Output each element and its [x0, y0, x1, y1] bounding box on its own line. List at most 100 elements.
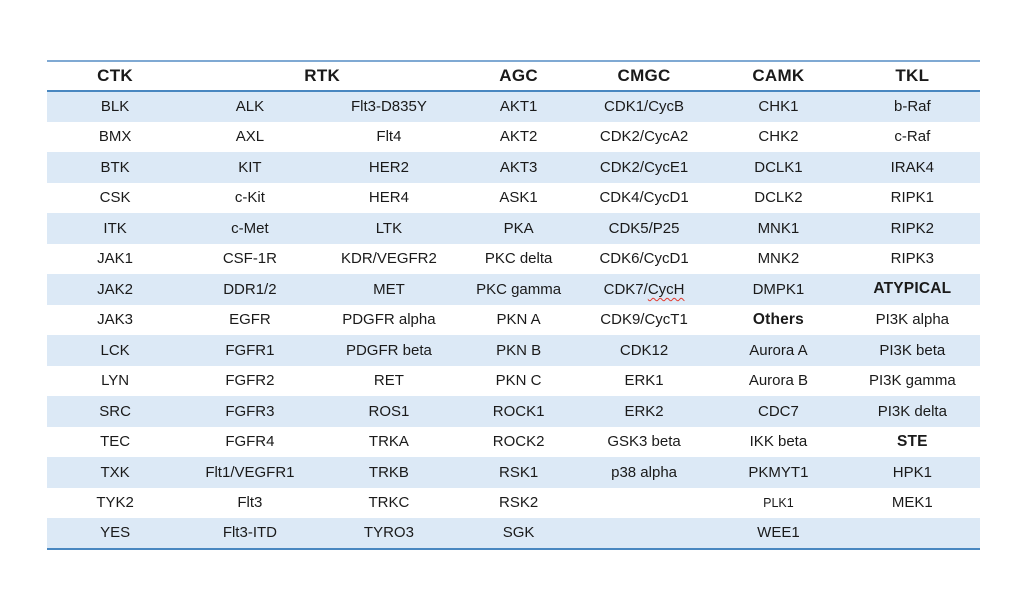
table-row: LYN FGFR2 RET PKN C ERK1 Aurora B PI3K gamma	[47, 365, 980, 396]
kinase-cell: CDK1/CycB	[575, 91, 713, 122]
kinase-cell	[844, 518, 980, 549]
kinase-cell: ASK1	[461, 182, 576, 213]
kinase-cell: Aurora B	[712, 365, 845, 396]
kinase-cell: ATYPICAL	[844, 274, 980, 305]
table-row: BMX AXL Flt4 AKT2 CDK2/CycA2 CHK2 c-Raf	[47, 121, 980, 152]
kinase-cell: IRAK4	[844, 152, 980, 183]
kinase-cell: BLK	[47, 91, 184, 122]
kinase-cell: CDK6/CycD1	[575, 243, 713, 274]
kinase-cell	[575, 487, 713, 518]
kinase-cell: MNK2	[712, 243, 845, 274]
kinase-cell: Aurora A	[712, 335, 845, 366]
kinase-cell: AKT3	[461, 152, 576, 183]
column-header-agc: AGC	[461, 61, 576, 91]
kinase-cell: FGFR1	[183, 335, 317, 366]
kinase-cell: PI3K beta	[844, 335, 980, 366]
kinase-cell: AXL	[183, 121, 317, 152]
kinase-cell: JAK2	[47, 274, 184, 305]
kinase-cell: b-Raf	[844, 91, 980, 122]
table-row: TXK Flt1/VEGFR1 TRKB RSK1 p38 alpha PKMYT1 HPK…	[47, 457, 980, 488]
column-header-ctk: CTK	[47, 61, 184, 91]
kinase-cell: KIT	[183, 152, 317, 183]
kinase-cell: TYK2	[47, 487, 184, 518]
table-row: YES Flt3-ITD TYRO3 SGK WEE1	[47, 518, 980, 549]
kinase-cell: JAK1	[47, 243, 184, 274]
kinase-cell: TRKC	[316, 487, 462, 518]
kinase-cell: RSK2	[461, 487, 576, 518]
kinase-cell: CDK2/CycA2	[575, 121, 713, 152]
kinase-cell: SRC	[47, 396, 184, 427]
kinase-cell: CDC7	[712, 396, 845, 427]
kinase-cell: CSK	[47, 182, 184, 213]
kinase-cell: CDK4/CycD1	[575, 182, 713, 213]
kinase-cell: CDK9/CycT1	[575, 304, 713, 335]
kinase-cell: MET	[316, 274, 462, 305]
kinase-cell: PKC delta	[461, 243, 576, 274]
kinase-cell: Flt3-D835Y	[316, 91, 462, 122]
kinase-cell: ITK	[47, 213, 184, 244]
kinase-cell: Flt3	[183, 487, 317, 518]
kinase-cell	[575, 518, 713, 549]
table-row: JAK1 CSF-1R KDR/VEGFR2 PKC delta CDK6/CycD1 M…	[47, 243, 980, 274]
kinase-cell: PI3K delta	[844, 396, 980, 427]
kinase-cell: PI3K alpha	[844, 304, 980, 335]
column-header-cmgc: CMGC	[575, 61, 713, 91]
kinase-cell: AKT2	[461, 121, 576, 152]
kinase-cell: ROCK2	[461, 426, 576, 457]
kinase-cell: CDK5/P25	[575, 213, 713, 244]
kinase-cell: DCLK1	[712, 152, 845, 183]
kinase-cell: TYRO3	[316, 518, 462, 549]
header-row: CTK RTK AGC CMGC CAMK TKL	[47, 61, 980, 91]
kinase-cell: BTK	[47, 152, 184, 183]
table-body: BLK ALK Flt3-D835Y AKT1 CDK1/CycB CHK1 b-Raf BM…	[47, 91, 980, 549]
column-header-camk: CAMK	[712, 61, 845, 91]
kinase-cell: PI3K gamma	[844, 365, 980, 396]
kinase-cell: FGFR4	[183, 426, 317, 457]
kinase-cell: MNK1	[712, 213, 845, 244]
kinase-cell: ERK2	[575, 396, 713, 427]
column-header-rtk: RTK	[183, 61, 462, 91]
kinase-cell: HER2	[316, 152, 462, 183]
kinase-cell: LTK	[316, 213, 462, 244]
kinase-cell: PDGFR beta	[316, 335, 462, 366]
kinase-cell: FGFR2	[183, 365, 317, 396]
kinase-cell: FGFR3	[183, 396, 317, 427]
kinase-cell: DCLK2	[712, 182, 845, 213]
kinase-cell: LYN	[47, 365, 184, 396]
table-row: BLK ALK Flt3-D835Y AKT1 CDK1/CycB CHK1 b-Raf	[47, 91, 980, 122]
kinase-cell: PKA	[461, 213, 576, 244]
kinase-cell: HPK1	[844, 457, 980, 488]
kinase-table: CTK RTK AGC CMGC CAMK TKL BLK ALK Flt3-D835Y AKT…	[47, 60, 980, 550]
kinase-cell: ROCK1	[461, 396, 576, 427]
column-header-tkl: TKL	[844, 61, 980, 91]
page: CTK RTK AGC CMGC CAMK TKL BLK ALK Flt3-D835Y AKT…	[47, 60, 980, 550]
kinase-cell: ROS1	[316, 396, 462, 427]
kinase-cell: CDK12	[575, 335, 713, 366]
kinase-cell: c-Met	[183, 213, 317, 244]
kinase-cell: RSK1	[461, 457, 576, 488]
kinase-cell: CDK7/CycH	[575, 274, 713, 305]
kinase-cell: KDR/VEGFR2	[316, 243, 462, 274]
kinase-cell: RIPK3	[844, 243, 980, 274]
kinase-cell: RIPK2	[844, 213, 980, 244]
kinase-cell: CDK2/CycE1	[575, 152, 713, 183]
kinase-cell: PKN B	[461, 335, 576, 366]
kinase-cell: EGFR	[183, 304, 317, 335]
kinase-cell: Flt1/VEGFR1	[183, 457, 317, 488]
kinase-cell: SGK	[461, 518, 576, 549]
table-row: JAK2 DDR1/2 MET PKC gamma CDK7/CycH DMPK1 ATYP…	[47, 274, 980, 305]
kinase-cell: LCK	[47, 335, 184, 366]
table-row: SRC FGFR3 ROS1 ROCK1 ERK2 CDC7 PI3K delta	[47, 396, 980, 427]
kinase-cell: PKC gamma	[461, 274, 576, 305]
kinase-cell: PKN A	[461, 304, 576, 335]
kinase-cell: p38 alpha	[575, 457, 713, 488]
spellcheck-underline: CycH	[647, 280, 685, 298]
kinase-cell: AKT1	[461, 91, 576, 122]
kinase-cell: Flt4	[316, 121, 462, 152]
kinase-cell: ALK	[183, 91, 317, 122]
table-row: LCK FGFR1 PDGFR beta PKN B CDK12 Aurora A PI3K…	[47, 335, 980, 366]
kinase-cell: Flt3-ITD	[183, 518, 317, 549]
table-row: TEC FGFR4 TRKA ROCK2 GSK3 beta IKK beta STE	[47, 426, 980, 457]
kinase-cell: MEK1	[844, 487, 980, 518]
kinase-cell: PKN C	[461, 365, 576, 396]
